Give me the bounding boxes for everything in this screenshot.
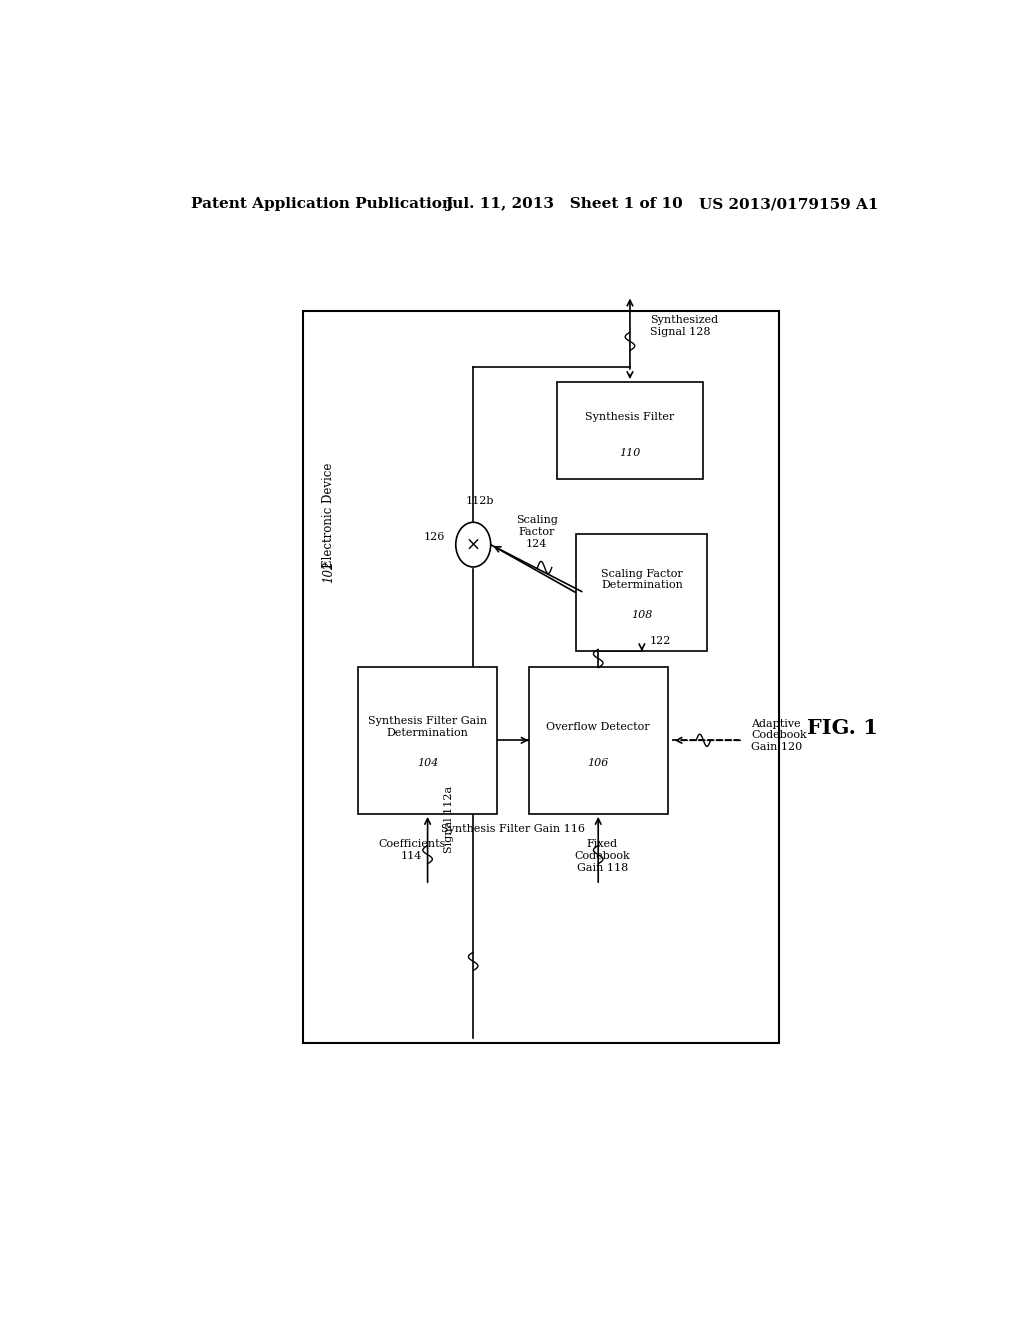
Text: Synthesis Filter Gain 116: Synthesis Filter Gain 116 <box>441 824 585 834</box>
Bar <box>358 667 497 814</box>
Text: Synthesized
Signal 128: Synthesized Signal 128 <box>650 315 718 337</box>
Bar <box>528 667 668 814</box>
Text: Adaptive
Codebook
Gain 120: Adaptive Codebook Gain 120 <box>751 718 807 752</box>
Text: Fixed
Codebook
Gain 118: Fixed Codebook Gain 118 <box>574 840 630 873</box>
Text: Overflow Detector: Overflow Detector <box>547 722 650 733</box>
Circle shape <box>456 523 490 568</box>
Text: Synthesis Filter: Synthesis Filter <box>586 412 675 422</box>
Text: Jul. 11, 2013   Sheet 1 of 10: Jul. 11, 2013 Sheet 1 of 10 <box>445 197 683 211</box>
Text: 110: 110 <box>620 447 641 458</box>
Text: Patent Application Publication: Patent Application Publication <box>191 197 454 211</box>
Text: ×: × <box>466 536 481 553</box>
Text: Coefficients
114: Coefficients 114 <box>378 840 445 861</box>
Text: Scaling Factor
Determination: Scaling Factor Determination <box>601 569 683 590</box>
Text: 106: 106 <box>588 758 609 768</box>
Text: 126: 126 <box>424 532 445 541</box>
Text: 104: 104 <box>417 758 438 768</box>
Text: US 2013/0179159 A1: US 2013/0179159 A1 <box>699 197 879 211</box>
Text: FIG. 1: FIG. 1 <box>807 718 878 738</box>
Text: 112b: 112b <box>465 496 494 506</box>
Text: Synthesis Filter Gain
Determination: Synthesis Filter Gain Determination <box>368 717 487 738</box>
Text: Electronic Device: Electronic Device <box>323 463 336 569</box>
Text: 122: 122 <box>650 636 671 647</box>
Text: Signal 112a: Signal 112a <box>444 785 455 853</box>
Bar <box>557 381 703 479</box>
Bar <box>303 312 778 1043</box>
Text: 102: 102 <box>323 561 336 583</box>
Bar <box>577 535 708 651</box>
Text: 108: 108 <box>631 610 652 620</box>
Text: Scaling
Factor
124: Scaling Factor 124 <box>516 515 558 549</box>
